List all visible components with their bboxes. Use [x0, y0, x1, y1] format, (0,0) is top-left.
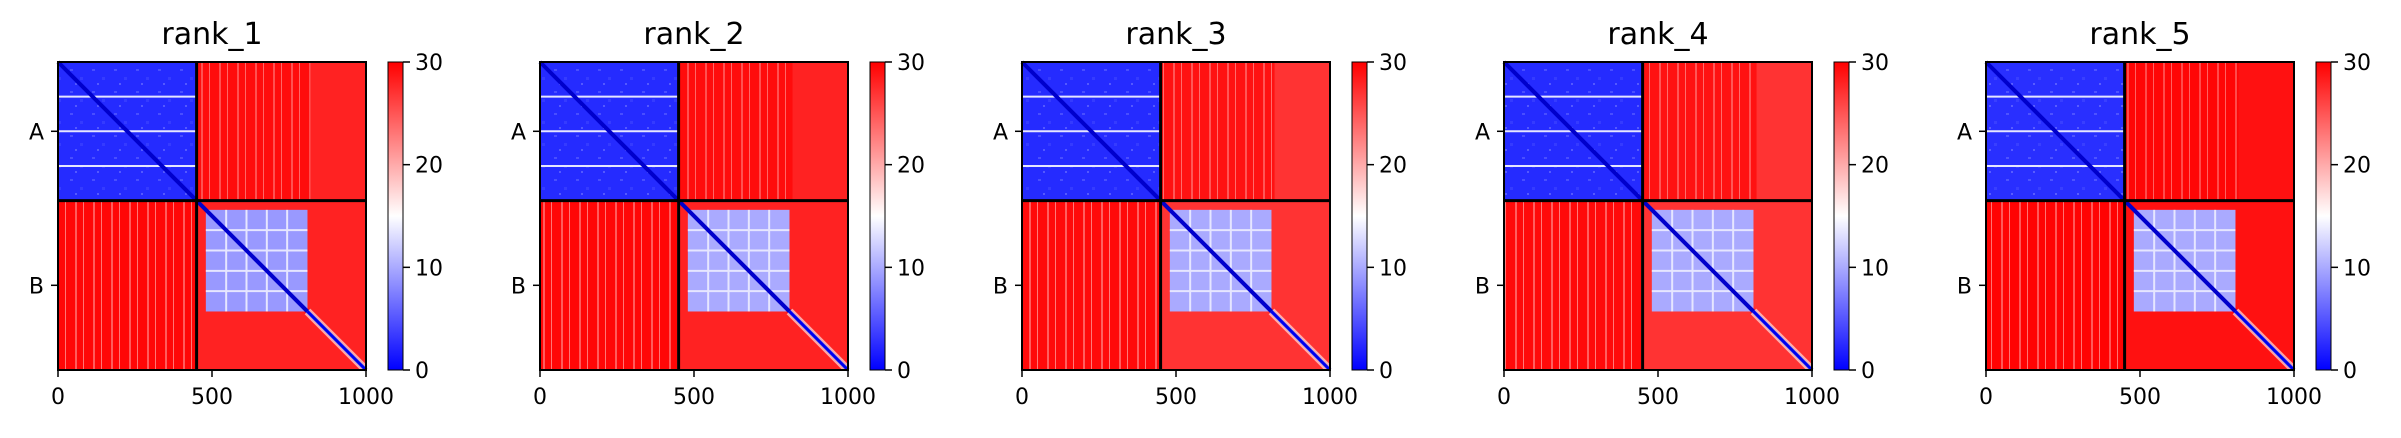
offdiag-block-ba	[58, 200, 197, 370]
colorbar-tick-label: 0	[415, 359, 429, 384]
identity-diagonal-core	[2234, 310, 2296, 372]
x-tick-label: 500	[2119, 385, 2161, 410]
offdiag-block-ab	[1160, 62, 1275, 201]
panel-title: rank_1	[161, 17, 262, 52]
x-tick-label: 1000	[338, 385, 394, 410]
colorbar-tick-label: 10	[897, 256, 925, 281]
colorbar-tick-label: 30	[1861, 51, 1889, 76]
identity-diagonal-core	[306, 310, 368, 372]
panel-2: rank_2 A B 0 500 1000 0 10 20 30	[511, 17, 925, 410]
x-tick-label: 0	[533, 385, 547, 410]
y-tick-label: A	[29, 120, 44, 145]
y-tick-label: B	[993, 274, 1008, 299]
identity-diagonal-core	[1752, 310, 1814, 372]
x-tick-label: 500	[673, 385, 715, 410]
colorbar-tick-label: 20	[1379, 154, 1407, 179]
offdiag-block-ba	[540, 200, 679, 370]
x-tick-label: 0	[1015, 385, 1029, 410]
y-tick-label: A	[1475, 120, 1490, 145]
y-tick-label: B	[511, 274, 526, 299]
colorbar-tick-label: 10	[2343, 256, 2371, 281]
x-tick-label: 500	[191, 385, 233, 410]
x-tick-label: 1000	[820, 385, 876, 410]
x-tick-label: 0	[51, 385, 65, 410]
colorbar-tick-label: 30	[897, 51, 925, 76]
identity-diagonal-core	[1270, 310, 1332, 372]
colorbar-tick-label: 10	[415, 256, 443, 281]
panel-3: rank_3 A B 0 500 1000 0 10 20 30	[993, 17, 1407, 410]
offdiag-block-ba	[1022, 200, 1161, 370]
panel-1: rank_1 A B 0 500 1000 0 10 20 30	[29, 17, 443, 410]
panel-title: rank_5	[2089, 17, 2190, 52]
colorbar	[869, 61, 886, 371]
y-tick-label: A	[511, 120, 526, 145]
colorbar-tick-label: 0	[897, 359, 911, 384]
x-tick-label: 1000	[2266, 385, 2322, 410]
colorbar-tick-label: 0	[1379, 359, 1393, 384]
colorbar-tick-label: 30	[1379, 51, 1407, 76]
y-tick-label: A	[993, 120, 1008, 145]
y-tick-label: B	[1475, 274, 1490, 299]
colorbar	[387, 61, 404, 371]
offdiag-block-ab	[2124, 62, 2239, 201]
colorbar-tick-label: 10	[1861, 256, 1889, 281]
colorbar-tick-label: 0	[1861, 359, 1875, 384]
offdiag-block-ab	[196, 62, 311, 201]
panel-4: rank_4 A B 0 500 1000 0 10 20 30	[1475, 17, 1889, 410]
x-tick-label: 500	[1155, 385, 1197, 410]
colorbar-tick-label: 30	[415, 51, 443, 76]
colorbar-tick-label: 0	[2343, 359, 2357, 384]
x-tick-label: 0	[1979, 385, 1993, 410]
identity-diagonal-core	[788, 310, 850, 372]
x-tick-label: 500	[1637, 385, 1679, 410]
x-tick-label: 0	[1497, 385, 1511, 410]
colorbar-tick-label: 20	[897, 154, 925, 179]
panel-title: rank_4	[1607, 17, 1708, 52]
panel-title: rank_2	[643, 17, 744, 52]
colorbar-tick-label: 20	[2343, 154, 2371, 179]
colorbar-tick-label: 30	[2343, 51, 2371, 76]
colorbar-tick-label: 20	[415, 154, 443, 179]
colorbar	[2315, 61, 2332, 371]
offdiag-block-ab	[1642, 62, 1757, 201]
offdiag-block-ba	[1504, 200, 1643, 370]
offdiag-block-ab	[678, 62, 793, 201]
y-tick-label: B	[29, 274, 44, 299]
panel-title: rank_3	[1125, 17, 1226, 52]
colorbar-tick-label: 10	[1379, 256, 1407, 281]
panel-5: rank_5 A B 0 500 1000 0 10 20 30	[1957, 17, 2371, 410]
y-tick-label: B	[1957, 274, 1972, 299]
offdiag-block-ba	[1986, 200, 2125, 370]
x-tick-label: 1000	[1784, 385, 1840, 410]
x-tick-label: 1000	[1302, 385, 1358, 410]
y-tick-label: A	[1957, 120, 1972, 145]
colorbar	[1351, 61, 1368, 371]
colorbar-tick-label: 20	[1861, 154, 1889, 179]
colorbar	[1833, 61, 1850, 371]
